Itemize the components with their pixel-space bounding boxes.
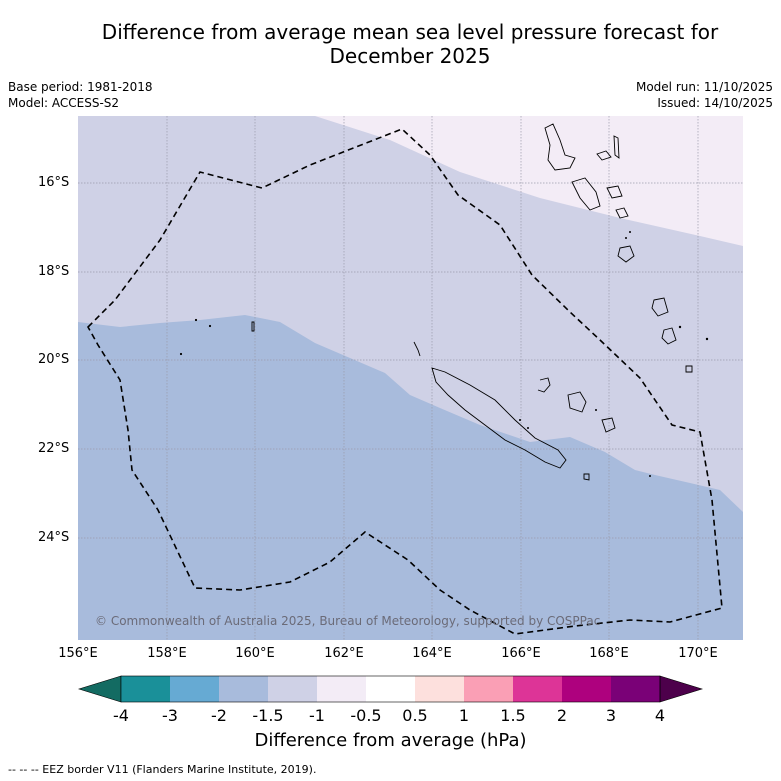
colorbar-segment: [170, 676, 219, 702]
colorbar-tick: -4: [113, 706, 129, 725]
colorbar-tick: 0.5: [402, 706, 428, 725]
base-period: Base period: 1981-2018: [8, 80, 153, 94]
lon-label-162e: 162°E: [324, 646, 364, 661]
colorbar-segment: [562, 676, 611, 702]
colorbar-tick: 1.5: [500, 706, 526, 725]
lon-label-168e: 168°E: [589, 646, 629, 661]
lat-label-20s: 20°S: [38, 352, 70, 367]
colorbar-segment: [366, 676, 415, 702]
colorbar-label: Difference from average (hPa): [254, 730, 527, 751]
lat-label-16s: 16°S: [38, 175, 70, 190]
eez-border: [87, 128, 723, 635]
colorbar-tick: -1: [309, 706, 325, 725]
belep-islet: [413, 341, 421, 357]
meta-left: Base period: 1981-2018 Model: ACCESS-S2: [8, 79, 153, 111]
band-minus-1-5: [78, 116, 743, 512]
isle-of-pines: [583, 473, 590, 481]
colorbar-segment: [121, 676, 170, 702]
coastlines: [251, 123, 693, 481]
band-minus-1: [315, 116, 743, 246]
lon-label-156e: 156°E: [58, 646, 98, 661]
colorbar-segment: [611, 676, 660, 702]
lifou-island: [567, 391, 587, 413]
colorbar-tick: 2: [556, 706, 568, 725]
islets: [179, 231, 709, 477]
copyright-notice: © Commonwealth of Australia 2025, Bureau…: [95, 614, 601, 628]
colorbar-outline: [120, 675, 661, 703]
malakula-island: [571, 177, 601, 211]
erromango-island: [651, 297, 669, 317]
lon-label-170e: 170°E: [678, 646, 718, 661]
colorbar-segment: [268, 676, 317, 702]
title-line-2: December 2025: [329, 44, 491, 68]
colorbar-tick: -2: [211, 706, 227, 725]
lon-label-166e: 166°E: [501, 646, 541, 661]
maewo-island: [613, 135, 620, 159]
colorbar-tick: -1.5: [252, 706, 284, 725]
tanna-island: [661, 327, 677, 345]
colorbar-segment: [415, 676, 464, 702]
mare-island: [601, 417, 616, 433]
graticule: [78, 116, 743, 640]
lon-label-164e: 164°E: [412, 646, 452, 661]
colorbar-extend-low: [77, 675, 122, 703]
colorbar-tick: 4: [654, 706, 666, 725]
colorbar-tick: 3: [605, 706, 617, 725]
lon-label-158e: 158°E: [147, 646, 187, 661]
colorbar-tick: -0.5: [350, 706, 382, 725]
chesterfield-islet: [251, 321, 255, 332]
epi-islet: [615, 207, 629, 219]
malo-island: [596, 150, 612, 161]
colorbar: [77, 675, 704, 703]
lat-label-22s: 22°S: [38, 441, 70, 456]
chart-title: Difference from average mean sea level p…: [60, 20, 760, 68]
title-line-1: Difference from average mean sea level p…: [101, 20, 719, 44]
map-area: [78, 116, 743, 640]
lat-label-24s: 24°S: [38, 530, 70, 545]
colorbar-tick: -3: [162, 706, 178, 725]
ambrym-island: [606, 185, 623, 199]
colorbar-extend-high: [659, 675, 704, 703]
colorbar-segment: [317, 676, 366, 702]
colorbar-segment: [219, 676, 268, 702]
colorbar-segment: [464, 676, 513, 702]
model-name: Model: ACCESS-S2: [8, 96, 120, 110]
aneityum-island: [685, 365, 693, 373]
eez-footnote: -- -- -- EEZ border V11 (Flanders Marine…: [8, 763, 317, 776]
issued-date: Issued: 14/10/2025: [657, 96, 773, 110]
meta-right: Model run: 11/10/2025 Issued: 14/10/2025: [636, 79, 773, 111]
colorbar-tick: 1: [458, 706, 470, 725]
efate-island: [617, 245, 635, 263]
espiritu-santo-island: [544, 123, 576, 171]
lat-label-18s: 18°S: [38, 264, 70, 279]
ouvea-island: [537, 377, 551, 393]
new-caledonia-island: [431, 367, 567, 469]
lon-label-160e: 160°E: [235, 646, 275, 661]
model-run: Model run: 11/10/2025: [635, 80, 773, 94]
colorbar-segment: [513, 676, 562, 702]
